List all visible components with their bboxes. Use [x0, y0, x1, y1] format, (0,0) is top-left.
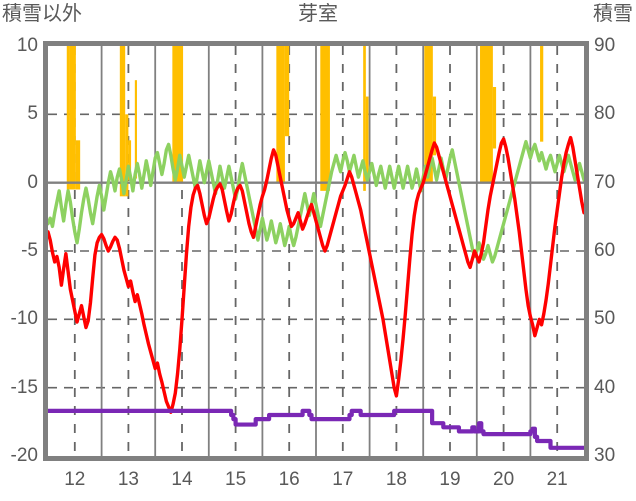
y-axis-left-tick: -20	[10, 445, 38, 466]
page-title: 芽室	[298, 3, 338, 25]
y-axis-right-tick: 50	[594, 308, 616, 330]
y-axis-left-tick: 10	[16, 35, 38, 56]
y-axis-left-tick: -10	[10, 308, 38, 330]
y-axis-right-tick: 40	[594, 376, 616, 398]
x-axis-tick: 21	[546, 469, 568, 490]
y-axis-right-tick: 30	[594, 445, 616, 466]
gridlines	[48, 46, 584, 456]
y-axis-left-tick: 5	[27, 103, 38, 125]
y-axis-left-tick: -5	[21, 240, 38, 261]
plot-area	[48, 46, 584, 456]
x-axis-tick: 14	[171, 469, 193, 490]
chart-svg	[48, 46, 584, 456]
x-axis-tick: 15	[225, 469, 247, 490]
y-axis-right-tick: 80	[594, 103, 616, 125]
y-axis-right-tick: 70	[594, 171, 616, 193]
left-axis-title: 積雪以外	[2, 3, 82, 25]
x-axis-tick: 19	[439, 469, 461, 490]
series-lines	[48, 135, 584, 450]
y-axis-right-tick: 90	[594, 35, 616, 56]
x-axis-tick: 17	[332, 469, 354, 490]
y-axis-left-tick: 0	[27, 171, 38, 193]
y-axis-right-tick: 60	[594, 240, 616, 261]
x-axis-tick: 16	[278, 469, 300, 490]
x-axis-tick: 18	[385, 469, 407, 490]
precipitation-bars	[66, 46, 544, 197]
x-axis-tick: 12	[64, 469, 86, 490]
y-axis-left-tick: -15	[10, 376, 38, 398]
right-axis-title: 積雪	[593, 3, 633, 25]
x-axis-tick: 13	[117, 469, 139, 490]
x-axis-tick: 20	[493, 469, 515, 490]
